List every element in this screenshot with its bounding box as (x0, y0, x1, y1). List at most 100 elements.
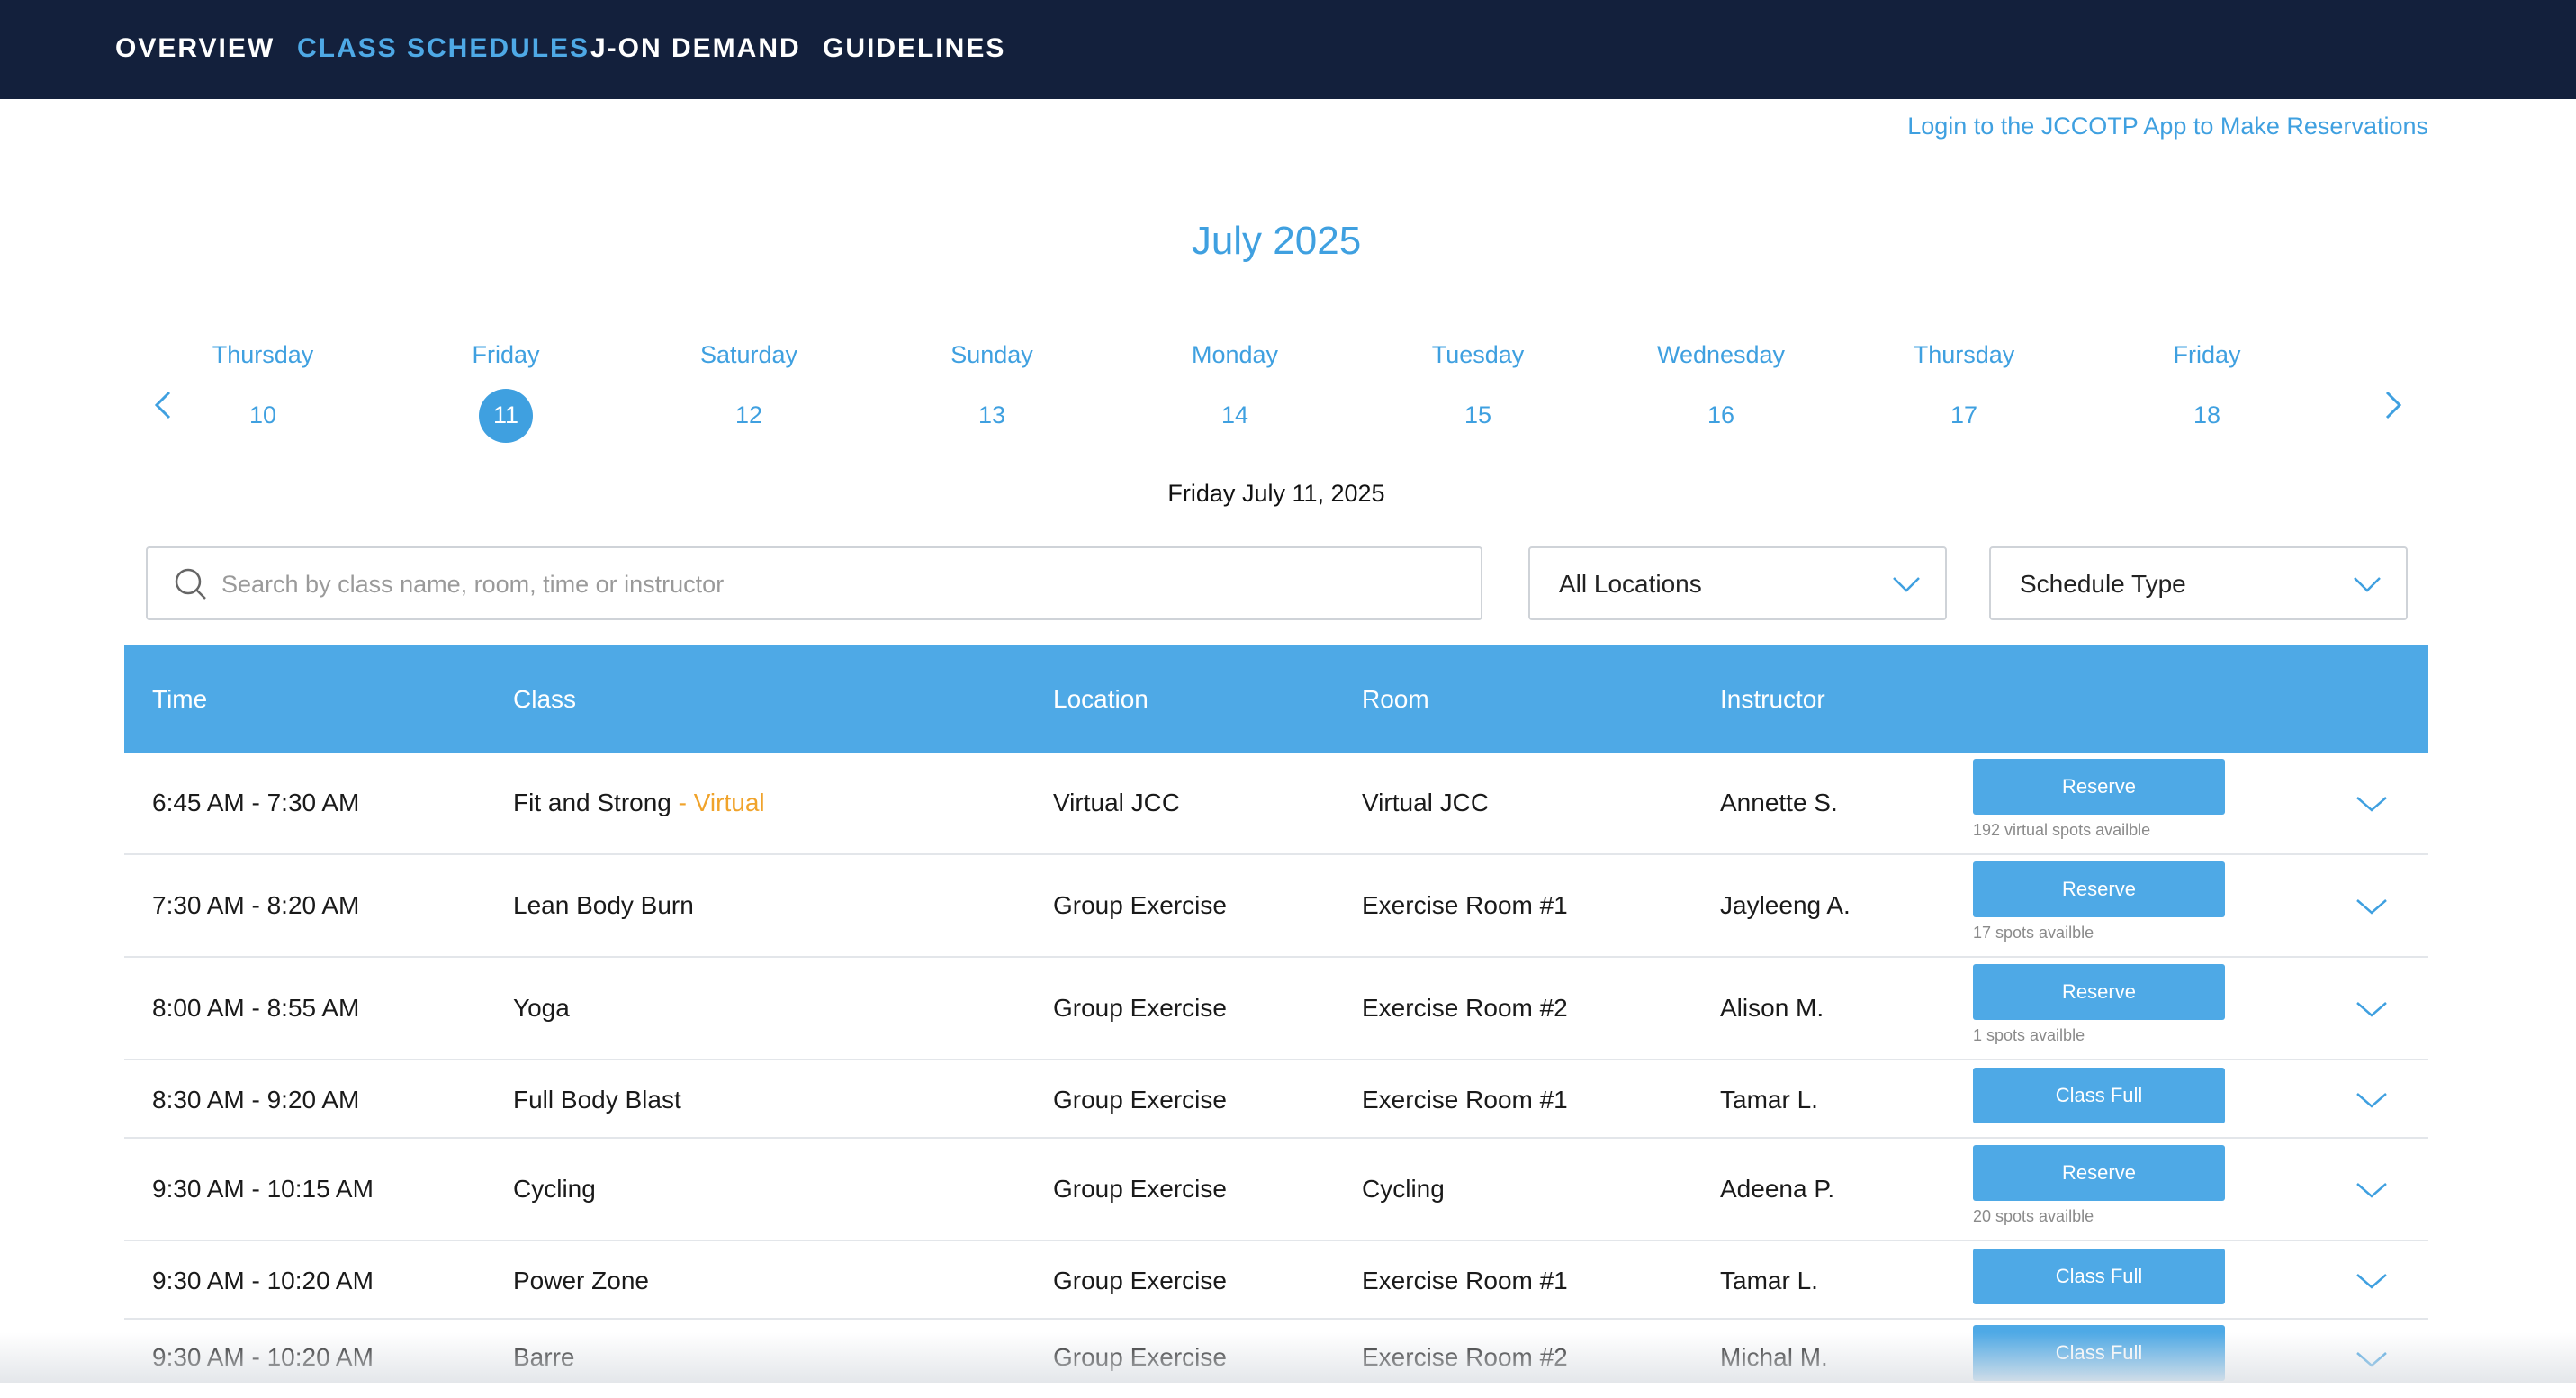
day-thursday-17[interactable]: Thursday 17 (1865, 337, 2063, 443)
spots-available: 20 spots availble (1973, 1207, 2094, 1225)
chevron-down-icon[interactable] (2355, 1270, 2389, 1292)
location-select[interactable]: All Locations (1528, 546, 1947, 620)
login-link[interactable]: Login to the JCCOTP App to Make Reservat… (1907, 113, 2428, 140)
row-instructor: Tamar L. (1720, 1267, 1818, 1294)
spots-available: 192 virtual spots availble (1973, 821, 2151, 839)
chevron-right-icon[interactable] (2373, 378, 2412, 432)
day-name: Thursday (1913, 341, 2015, 368)
table-header: Time Class Location Room Instructor (124, 645, 2428, 753)
class-name: Yoga (513, 994, 570, 1022)
nav-overview[interactable]: OVERVIEW (115, 33, 275, 63)
day-number: 16 (1707, 401, 1735, 428)
chevron-down-icon (2352, 573, 2382, 595)
class-full-button[interactable]: Class Full (1973, 1325, 2225, 1381)
day-number-selected: 11 (479, 389, 533, 443)
chevron-down-icon[interactable] (2355, 1179, 2389, 1201)
class-name: Barre (513, 1343, 575, 1371)
table-row: 9:30 AM - 10:15 AM Cycling Group Exercis… (124, 1139, 2428, 1241)
row-location: Group Exercise (1053, 1086, 1227, 1114)
class-name: Power Zone (513, 1267, 649, 1294)
row-time: 9:30 AM - 10:15 AM (152, 1175, 374, 1203)
day-sunday-13[interactable]: Sunday 13 (893, 337, 1091, 443)
row-location: Group Exercise (1053, 1343, 1227, 1371)
row-room: Cycling (1362, 1175, 1445, 1203)
row-class: Cycling (513, 1171, 596, 1207)
day-friday-11[interactable]: Friday 11 (407, 337, 605, 443)
chevron-down-icon (1891, 573, 1922, 595)
chevron-down-icon[interactable] (2355, 1348, 2389, 1370)
search-box (146, 546, 1482, 620)
reserve-button[interactable]: Reserve (1973, 1145, 2225, 1201)
day-tuesday-15[interactable]: Tuesday 15 (1379, 337, 1577, 443)
day-thursday-10[interactable]: Thursday 10 (164, 337, 362, 443)
chevron-down-icon[interactable] (2355, 998, 2389, 1020)
reserve-button[interactable]: Reserve (1973, 861, 2225, 917)
class-full-button[interactable]: Class Full (1973, 1249, 2225, 1304)
row-class: Yoga (513, 990, 570, 1026)
schedule-type-select-label: Schedule Type (2020, 570, 2186, 598)
chevron-down-icon[interactable] (2355, 896, 2389, 917)
row-time: 9:30 AM - 10:20 AM (152, 1343, 374, 1371)
virtual-tag: - Virtual (671, 789, 765, 816)
reserve-button[interactable]: Reserve (1973, 964, 2225, 1020)
row-time: 6:45 AM - 7:30 AM (152, 789, 360, 816)
table-row: 6:45 AM - 7:30 AM Fit and Strong - Virtu… (124, 753, 2428, 855)
day-wednesday-16[interactable]: Wednesday 16 (1622, 337, 1820, 443)
day-number: 12 (734, 401, 763, 428)
row-class: Lean Body Burn (513, 888, 694, 924)
nav-guidelines[interactable]: GUIDELINES (823, 33, 1006, 63)
chevron-down-icon[interactable] (2355, 1089, 2389, 1111)
day-number: 10 (248, 401, 277, 428)
header-instructor: Instructor (1720, 685, 1825, 713)
day-saturday-12[interactable]: Saturday 12 (650, 337, 848, 443)
row-time: 7:30 AM - 8:20 AM (152, 891, 360, 919)
table-row: 9:30 AM - 10:20 AM Power Zone Group Exer… (124, 1241, 2428, 1320)
row-room: Exercise Room #2 (1362, 994, 1568, 1022)
day-number: 14 (1220, 401, 1249, 428)
row-location: Group Exercise (1053, 1267, 1227, 1294)
table-row: 7:30 AM - 8:20 AM Lean Body Burn Group E… (124, 855, 2428, 958)
day-friday-18[interactable]: Friday 18 (2108, 337, 2306, 443)
spots-available: 1 spots availble (1973, 1026, 2085, 1044)
class-name: Full Body Blast (513, 1086, 681, 1114)
selected-date-heading: Friday July 11, 2025 (1167, 480, 1385, 507)
nav-class-schedules[interactable]: CLASS SCHEDULES (297, 33, 590, 63)
row-class: Fit and Strong - Virtual (513, 785, 765, 821)
day-name: Friday (2173, 341, 2241, 368)
day-name: Saturday (699, 341, 798, 368)
row-room: Exercise Room #1 (1362, 891, 1568, 919)
spots-available: 17 spots availble (1973, 924, 2094, 942)
day-name: Thursday (212, 341, 314, 368)
row-time: 8:00 AM - 8:55 AM (152, 994, 360, 1022)
chevron-left-icon[interactable] (144, 378, 184, 432)
row-instructor: Michal M. (1720, 1343, 1828, 1371)
row-room: Exercise Room #1 (1362, 1086, 1568, 1114)
row-instructor: Alison M. (1720, 994, 1824, 1022)
row-time: 8:30 AM - 9:20 AM (152, 1086, 360, 1114)
day-monday-14[interactable]: Monday 14 (1136, 337, 1334, 443)
row-class: Barre (513, 1339, 574, 1375)
table-row: 9:30 AM - 10:20 AM Barre Group Exercise … (124, 1320, 2428, 1398)
class-full-button[interactable]: Class Full (1973, 1068, 2225, 1123)
chevron-down-icon[interactable] (2355, 793, 2389, 815)
schedule-table: Time Class Location Room Instructor 6:45… (124, 645, 2428, 1398)
month-title: July 2025 (1191, 219, 1362, 263)
row-location: Group Exercise (1053, 1175, 1227, 1203)
nav-j-on-demand[interactable]: J-ON DEMAND (590, 33, 801, 63)
row-class: Power Zone (513, 1263, 649, 1299)
day-number: 18 (2193, 401, 2221, 428)
row-room: Exercise Room #2 (1362, 1343, 1568, 1371)
row-instructor: Jayleeng A. (1720, 891, 1851, 919)
reserve-button[interactable]: Reserve (1973, 759, 2225, 815)
row-location: Virtual JCC (1053, 789, 1181, 816)
day-name: Friday (472, 341, 540, 368)
day-name: Sunday (950, 341, 1033, 368)
header-time: Time (152, 685, 208, 713)
top-nav: OVERVIEW CLASS SCHEDULES J-ON DEMAND GUI… (0, 0, 2576, 99)
table-row: 8:30 AM - 9:20 AM Full Body Blast Group … (124, 1060, 2428, 1139)
row-instructor: Tamar L. (1720, 1086, 1818, 1114)
row-class: Full Body Blast (513, 1082, 681, 1118)
schedule-type-select[interactable]: Schedule Type (1989, 546, 2408, 620)
search-input[interactable] (220, 561, 1465, 608)
day-name: Wednesday (1656, 341, 1786, 368)
